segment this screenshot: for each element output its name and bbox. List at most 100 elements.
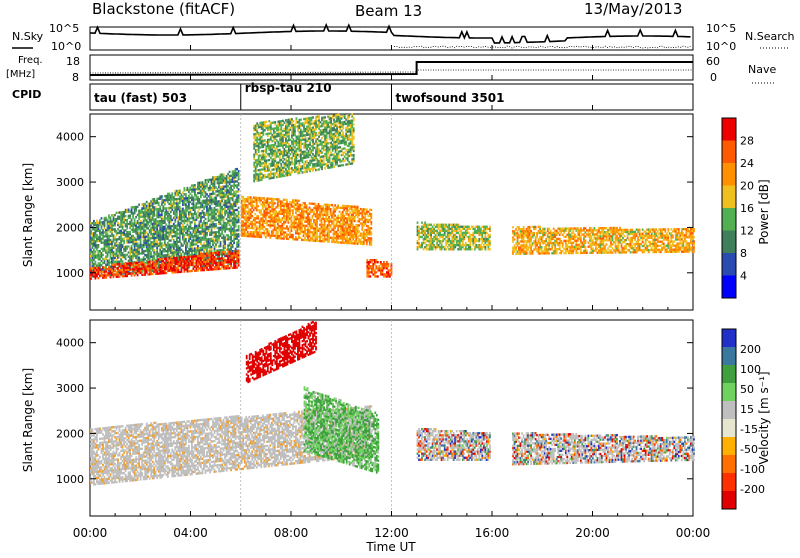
range-cell [113, 276, 115, 278]
range-cell [291, 159, 293, 161]
range-cell [179, 208, 181, 210]
range-cell [280, 165, 282, 167]
range-cell [315, 203, 317, 205]
range-cell [321, 211, 323, 213]
range-cell [159, 266, 161, 268]
range-cell [261, 136, 263, 138]
range-cell [282, 138, 284, 140]
range-cell [357, 208, 359, 210]
range-cell [312, 225, 314, 227]
range-cell [301, 212, 303, 214]
range-cell [110, 216, 112, 218]
range-cell [179, 241, 181, 243]
range-cell [280, 203, 282, 205]
range-cell [280, 145, 282, 147]
range-cell [266, 214, 268, 216]
range-cell [159, 272, 161, 274]
range-cell [218, 251, 220, 253]
range-cell [218, 254, 220, 256]
range-cell [98, 246, 100, 248]
range-cell [238, 190, 240, 192]
range-cell [337, 229, 339, 231]
range-cell [200, 216, 202, 218]
range-cell [179, 253, 181, 255]
range-cell [140, 216, 142, 218]
range-cell [179, 226, 181, 228]
range-cell [184, 270, 186, 272]
range-cell [343, 236, 345, 238]
range-cell [229, 171, 231, 173]
range-cell [280, 219, 282, 221]
range-cell [238, 243, 240, 245]
range-cell [194, 190, 196, 192]
range-cell [265, 162, 267, 164]
range-cell [218, 237, 220, 239]
range-cell [126, 219, 128, 221]
range-cell [187, 222, 189, 224]
range-cell [286, 199, 288, 201]
range-cell [220, 202, 222, 204]
range-cell [194, 209, 196, 211]
range-cell [99, 252, 101, 254]
range-cell [224, 243, 226, 245]
range-cell [328, 232, 330, 234]
range-cell [223, 218, 225, 220]
range-cell [280, 124, 282, 126]
range-cell [291, 157, 293, 159]
range-cell [171, 219, 173, 221]
range-cell [156, 262, 158, 264]
range-cell [214, 180, 216, 182]
range-cell [238, 178, 240, 180]
range-cell [140, 240, 142, 242]
range-cell [211, 203, 213, 205]
range-cell [212, 264, 214, 266]
range-cell [123, 242, 125, 244]
range-cell [104, 221, 106, 223]
range-cell [200, 239, 202, 241]
range-cell [340, 219, 342, 221]
range-cell [211, 195, 213, 197]
range-cell [286, 225, 288, 227]
range-cell [261, 164, 263, 166]
range-cell [119, 232, 121, 234]
range-cell [301, 226, 303, 228]
range-cell [238, 211, 240, 213]
range-cell [220, 204, 222, 206]
range-cell [132, 214, 134, 216]
range-cell [190, 209, 192, 211]
range-cell [260, 203, 262, 205]
range-cell [328, 222, 330, 224]
range-cell [262, 146, 264, 148]
range-cell [289, 232, 291, 234]
range-cell [99, 223, 101, 225]
range-cell [200, 261, 202, 263]
range-cell [256, 225, 258, 227]
range-cell [238, 194, 240, 196]
range-cell [131, 245, 133, 247]
beam-title: Beam 13 [355, 2, 422, 20]
range-cell [165, 272, 167, 274]
range-cell [247, 221, 249, 223]
range-cell [221, 210, 223, 212]
range-cell [330, 208, 332, 210]
range-cell [197, 245, 199, 247]
range-cell [321, 222, 323, 224]
range-cell [292, 214, 294, 216]
range-cell [291, 230, 293, 232]
range-cell [200, 226, 202, 228]
range-cell [102, 254, 104, 256]
range-cell [104, 225, 106, 227]
range-cell [220, 206, 222, 208]
nave-tick-top: 60 [706, 55, 720, 68]
range-cell [99, 250, 101, 252]
range-cell [301, 231, 303, 233]
range-cell [280, 209, 282, 211]
range-cell [179, 235, 181, 237]
range-cell [200, 224, 202, 226]
range-cell [170, 221, 172, 223]
range-cell [346, 236, 348, 238]
range-cell [119, 238, 121, 240]
range-cell [179, 251, 181, 253]
range-cell [156, 260, 158, 262]
range-cell [150, 269, 152, 271]
